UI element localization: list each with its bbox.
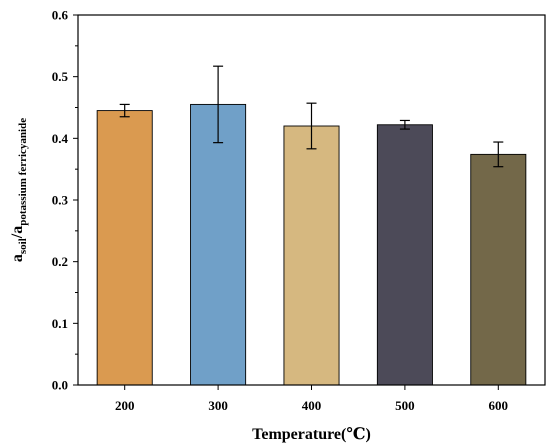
error-bar-200 [119, 103, 130, 118]
y-tick-label-0.1: 0.1 [52, 316, 68, 331]
x-axis: 200 300 400 500 600 [115, 385, 508, 413]
y-title-slash: / [9, 233, 26, 239]
error-bars-layer [119, 65, 504, 168]
bar-400 [283, 125, 340, 386]
y-title-den-sub: potassium ferricyanide [17, 118, 29, 226]
y-title-num-sub: soil [17, 238, 29, 254]
bar-500 [376, 124, 433, 386]
x-axis-title: Temperature(℃) [252, 426, 371, 443]
error-bar-600 [493, 141, 504, 168]
error-bar-300 [213, 65, 224, 144]
x-tick-label-500: 500 [395, 398, 415, 413]
y-axis-title: asoil/apotassium ferricyanide [9, 118, 29, 262]
x-tick-label-200: 200 [115, 398, 135, 413]
y-tick-label-0.4: 0.4 [52, 131, 69, 146]
x-tick-label-300: 300 [208, 398, 228, 413]
y-tick-label-0.2: 0.2 [52, 254, 68, 269]
x-tick-label-600: 600 [489, 398, 509, 413]
y-title-den-base: a [9, 226, 26, 234]
error-bar-500 [399, 119, 410, 130]
bar-300 [190, 103, 247, 386]
error-bar-400 [306, 102, 317, 150]
y-tick-label-0.3: 0.3 [52, 193, 69, 208]
x-tick-label-400: 400 [302, 398, 322, 413]
y-tick-label-0.6: 0.6 [52, 8, 69, 23]
bar-600 [470, 153, 527, 386]
y-tick-label-0.0: 0.0 [52, 378, 68, 393]
y-tick-label-0.5: 0.5 [52, 69, 69, 84]
bar-200 [96, 110, 153, 386]
y-title-base: a [9, 254, 26, 262]
y-axis: 0.0 0.1 0.2 0.3 0.4 0.5 0.6 [52, 8, 78, 393]
